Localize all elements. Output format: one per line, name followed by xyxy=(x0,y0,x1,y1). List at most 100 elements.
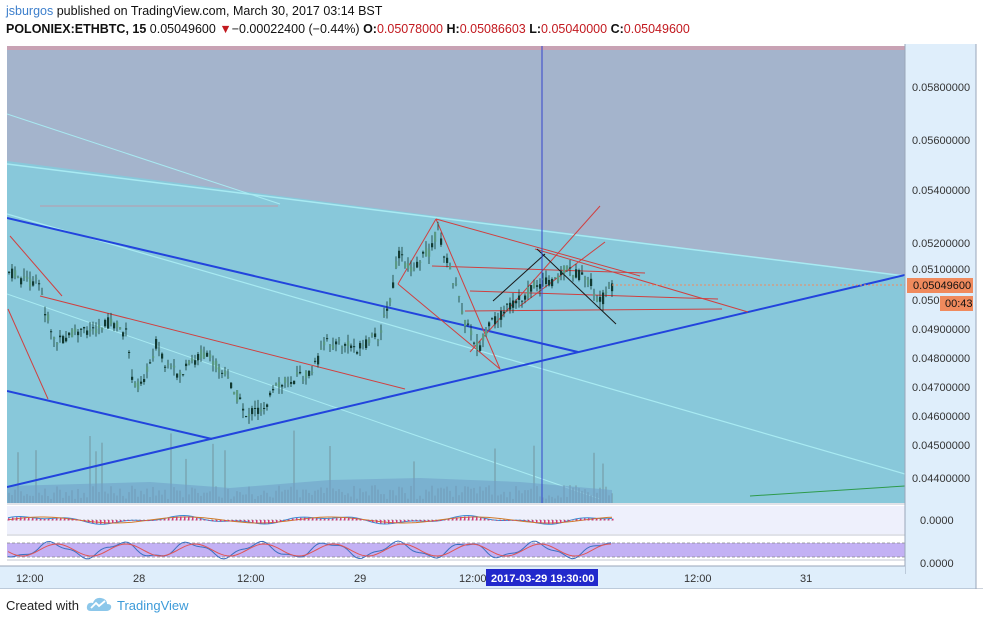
red-line[interactable] xyxy=(397,218,437,285)
time-axis[interactable]: 12:00 28 12:00 29 12:00 12:00 31 2017-03-29 19… xyxy=(0,565,905,589)
candle-body xyxy=(575,269,578,278)
channel-low-line[interactable] xyxy=(7,293,601,500)
histogram-bar xyxy=(424,520,426,522)
candle-body xyxy=(173,365,176,368)
histogram-bar xyxy=(72,518,74,521)
histogram-bar xyxy=(180,516,182,521)
price-chart[interactable]: 0.05800000 0.05600000 0.05400000 0.05200000… xyxy=(0,44,983,589)
created-with-text: Created with xyxy=(6,598,79,613)
red-line[interactable] xyxy=(534,248,749,313)
oscillator-pane-2[interactable] xyxy=(7,537,905,560)
candle-body xyxy=(164,366,167,368)
histogram-bar xyxy=(144,520,146,521)
histogram-bar xyxy=(308,517,310,521)
red-line[interactable] xyxy=(9,235,63,297)
histogram-bar xyxy=(236,520,238,522)
open-label: O: xyxy=(363,22,377,36)
time-tick: 29 xyxy=(354,573,366,585)
candle-body xyxy=(593,293,596,296)
red-line[interactable] xyxy=(469,205,601,353)
histogram-bar xyxy=(360,518,362,521)
histogram-bar xyxy=(400,520,402,523)
green-line[interactable] xyxy=(749,485,905,497)
red-line[interactable] xyxy=(39,295,406,390)
histogram-bar xyxy=(460,516,462,521)
candle-body xyxy=(380,330,383,333)
candle-body xyxy=(533,281,536,288)
histogram-bar xyxy=(540,520,542,524)
red-pattern-lines[interactable] xyxy=(7,205,749,400)
volume-bar xyxy=(602,463,604,503)
red-line[interactable] xyxy=(7,308,49,400)
osc1-tick: 0.0000 xyxy=(920,515,954,527)
histogram-bar xyxy=(524,520,526,522)
candle-body xyxy=(20,278,23,285)
channel-aux-line[interactable] xyxy=(7,113,281,205)
red-line[interactable] xyxy=(435,218,641,277)
histogram-bar xyxy=(64,518,66,521)
channel-top-line[interactable] xyxy=(7,163,905,277)
oscillator-pane-1[interactable] xyxy=(7,506,905,534)
volume-bar xyxy=(185,458,187,503)
blue-trendline-lower[interactable] xyxy=(7,390,213,440)
candle-body xyxy=(35,277,38,279)
histogram-bar xyxy=(612,518,614,521)
histogram-bar xyxy=(264,520,266,524)
candle-body xyxy=(329,344,332,347)
histogram-bar xyxy=(444,519,446,521)
histogram-bar xyxy=(12,517,14,521)
histogram-bar xyxy=(336,518,338,521)
black-pattern-line[interactable] xyxy=(492,253,546,302)
volume-bar xyxy=(293,430,295,503)
candle-body xyxy=(341,346,344,348)
histogram-bar xyxy=(60,518,62,521)
histogram-bar xyxy=(56,518,58,521)
red-line[interactable] xyxy=(435,218,501,370)
blue-trendline-support[interactable] xyxy=(7,274,905,488)
price-tick: 0.04400000 xyxy=(912,473,970,485)
candle-body xyxy=(416,261,419,268)
candle-body xyxy=(17,276,20,278)
symbol-line: POLONIEX:ETHBTC, 15 0.05049600 ▼−0.00022… xyxy=(6,22,690,37)
price-axis[interactable]: 0.05800000 0.05600000 0.05400000 0.05200000… xyxy=(904,44,977,589)
red-line[interactable] xyxy=(431,265,646,274)
histogram-bar xyxy=(572,519,574,521)
price-tick: 0.04700000 xyxy=(912,382,970,394)
candle-body xyxy=(530,285,533,292)
author-link[interactable]: jsburgos xyxy=(6,4,54,18)
histogram-bar xyxy=(320,518,322,521)
candle-body xyxy=(503,311,506,314)
histogram-bar xyxy=(168,518,170,521)
candle-body xyxy=(185,363,188,367)
candle-body xyxy=(224,371,227,375)
red-line[interactable] xyxy=(464,308,723,312)
candle-body xyxy=(344,344,347,346)
published-text: published on TradingView.com, March 30, … xyxy=(53,4,383,18)
last-price-tag xyxy=(907,278,973,293)
time-tick: 12:00 xyxy=(684,573,712,585)
red-line[interactable] xyxy=(397,283,501,370)
candle-body xyxy=(68,332,71,336)
price-tick: 0.05200000 xyxy=(912,238,970,250)
countdown-tag xyxy=(940,296,973,311)
price-tick: 0.05100000 xyxy=(912,264,970,276)
histogram-bar xyxy=(352,517,354,521)
histogram-bar xyxy=(88,520,90,523)
candle-body xyxy=(191,358,194,361)
candle-body xyxy=(152,356,155,359)
candle-body xyxy=(263,408,266,410)
red-line[interactable] xyxy=(519,241,606,307)
histogram-bar xyxy=(364,519,366,521)
candle-body xyxy=(320,348,323,350)
histogram-bar xyxy=(608,518,610,521)
histogram-bar xyxy=(276,520,278,523)
tradingview-brand-link[interactable]: TradingView xyxy=(117,598,189,613)
tradingview-cloud-icon[interactable] xyxy=(86,596,112,619)
candle-body xyxy=(59,335,62,338)
symbol-name[interactable]: POLONIEX:ETHBTC, 15 xyxy=(6,22,147,36)
candle-body xyxy=(596,298,599,302)
candle-body xyxy=(470,330,473,336)
main-price-pane[interactable] xyxy=(7,46,905,503)
histogram-bar xyxy=(260,520,262,524)
channel-mid-line[interactable] xyxy=(7,213,905,475)
